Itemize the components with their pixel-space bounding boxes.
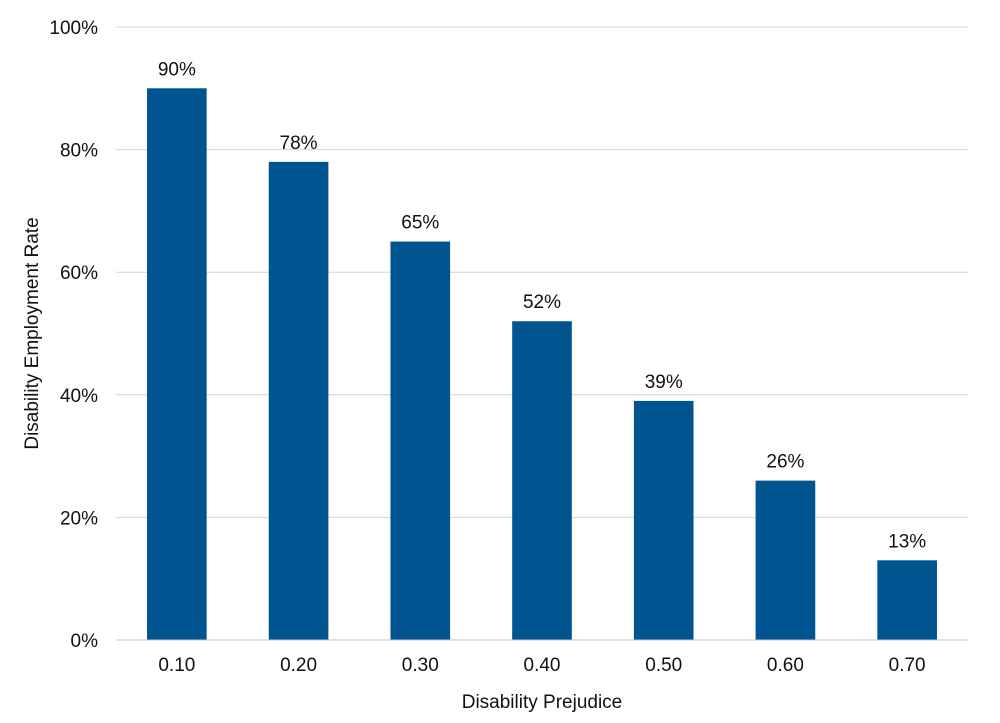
bar bbox=[877, 560, 937, 640]
bar-value-label: 90% bbox=[158, 59, 196, 80]
y-tick-label: 20% bbox=[60, 508, 98, 529]
bar bbox=[512, 321, 572, 640]
x-axis-ticks: 0.10 0.20 0.30 0.40 0.50 0.60 0.70 bbox=[158, 655, 925, 676]
data-labels: 90% 78% 65% 52% 39% 26% 13% bbox=[158, 59, 926, 552]
bars bbox=[147, 88, 937, 641]
bar-value-label: 13% bbox=[888, 531, 926, 552]
bar-value-label: 65% bbox=[401, 213, 439, 234]
y-tick-label: 100% bbox=[49, 18, 98, 39]
gridlines bbox=[116, 26, 968, 518]
bar bbox=[633, 400, 694, 640]
bar-value-label: 78% bbox=[280, 133, 318, 154]
bar-value-label: 39% bbox=[645, 372, 683, 393]
bar bbox=[390, 241, 451, 641]
bar bbox=[268, 161, 329, 641]
bar bbox=[755, 480, 816, 640]
x-tick-label: 0.60 bbox=[767, 655, 804, 676]
y-axis-title: Disability Employment Rate bbox=[22, 217, 43, 449]
y-tick-label: 60% bbox=[60, 263, 98, 284]
y-tick-label: 0% bbox=[71, 631, 99, 652]
x-tick-label: 0.30 bbox=[402, 655, 439, 676]
y-tick-label: 80% bbox=[60, 141, 98, 162]
y-tick-label: 40% bbox=[60, 386, 98, 407]
bar-value-label: 26% bbox=[766, 452, 804, 473]
x-tick-label: 0.50 bbox=[645, 655, 682, 676]
bar bbox=[147, 88, 207, 641]
bar-value-label: 52% bbox=[523, 292, 561, 313]
x-tick-label: 0.10 bbox=[158, 655, 195, 676]
x-tick-label: 0.70 bbox=[889, 655, 926, 676]
y-axis-ticks: 0% 20% 40% 60% 80% 100% bbox=[49, 18, 98, 652]
x-tick-label: 0.20 bbox=[280, 655, 317, 676]
x-axis-title: Disability Prejudice bbox=[462, 692, 623, 713]
x-tick-label: 0.40 bbox=[524, 655, 561, 676]
